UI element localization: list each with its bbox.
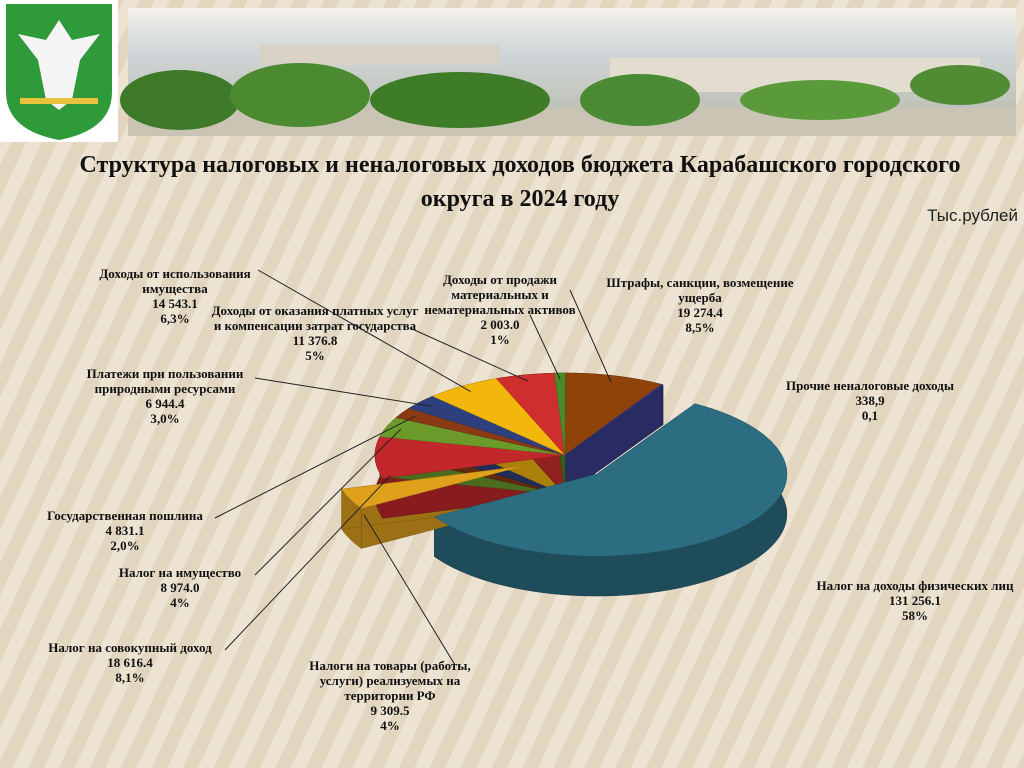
category-name: Налоги на товары (работы, услуги) реализ… [309, 658, 471, 703]
share-label: 4% [170, 595, 190, 610]
category-name: Платежи при пользовании природными ресур… [86, 366, 244, 396]
leader-line [254, 377, 432, 407]
slice [564, 384, 664, 456]
leader-line [569, 289, 612, 383]
category-name: Штрафы, санкции, возмещение ущерба [606, 275, 794, 305]
slice-tops [341, 372, 788, 557]
share-label: 2,0% [110, 538, 140, 553]
share-label: 8,5% [685, 320, 715, 335]
category-name: Государственная пошлина [47, 508, 203, 523]
category-name: Налог на имущество [118, 565, 242, 580]
leader-line [363, 514, 456, 666]
share-label: 4% [380, 718, 400, 733]
slice [433, 403, 788, 557]
share-label: 3,0% [150, 411, 180, 426]
leader-line [257, 269, 471, 392]
leader-line [224, 475, 391, 651]
value-label: 338,9 [855, 393, 885, 408]
slice-label: Доходы от оказания платных услуг и компе… [210, 303, 420, 363]
value-label: 9 309.5 [370, 703, 410, 718]
category-name: Доходы от продажи материальных и нематер… [424, 272, 576, 317]
leader-line [529, 314, 561, 380]
coat-of-arms [0, 0, 118, 142]
unit-label: Тыс.рублей [927, 206, 1018, 225]
share-label: 1% [490, 332, 510, 347]
value-label: 11 376.8 [292, 333, 338, 348]
slice [341, 465, 524, 509]
slice-label: Доходы от продажи материальных и нематер… [410, 272, 590, 347]
chart-title: Структура налоговых и неналоговых доходо… [79, 152, 961, 212]
value-label: 131 256.1 [889, 593, 941, 608]
slice [564, 372, 663, 456]
value-label: 18 616.4 [107, 655, 153, 670]
category-name: Доходы от оказания платных услуг и компе… [211, 303, 419, 333]
share-label: 58% [902, 608, 928, 623]
slice-label: Налог на имущество 8 974.0 4% [100, 565, 260, 610]
category-name: Налог на доходы физических лиц [816, 578, 1014, 593]
slice-label: Налог на совокупный доход 18 616.4 8,1% [30, 640, 230, 685]
value-label: 8 974.0 [160, 580, 200, 595]
leader-line [254, 428, 402, 576]
slice-label: Штрафы, санкции, возмещение ущерба 19 274… [600, 275, 800, 335]
category-name: Прочие неналоговые доходы [785, 378, 955, 393]
slice-label: Налоги на товары (работы, услуги) реализ… [290, 658, 490, 733]
header-photo [120, 8, 1016, 136]
slice-label: Прочие неналоговые доходы 338,9 0,1 [760, 378, 980, 423]
category-name: Доходы от использования имущества [99, 266, 251, 296]
slice-label: Доходы от использования имущества 14 543.… [80, 266, 270, 326]
value-label: 6 944.4 [145, 396, 185, 411]
category-name: Налог на совокупный доход [48, 640, 212, 655]
share-label: 0,1 [861, 408, 879, 423]
value-label: 2 003.0 [480, 317, 520, 332]
value-label: 4 831.1 [105, 523, 145, 538]
share-label: 5% [305, 348, 325, 363]
slice-label: Платежи при пользовании природными ресур… [70, 366, 260, 426]
slice [554, 372, 566, 456]
leader-line [409, 327, 529, 382]
slice-label: Налог на доходы физических лиц 131 256.1 5… [800, 578, 1024, 623]
leader-lines [214, 269, 612, 666]
share-label: 8,1% [115, 670, 145, 685]
share-label: 6,3% [160, 311, 190, 326]
slice [374, 436, 566, 479]
value-label: 19 274.4 [677, 305, 723, 320]
leader-line [214, 415, 416, 519]
slice-label: Государственная пошлина 4 831.1 2,0% [30, 508, 220, 553]
value-label: 14 543.1 [152, 296, 198, 311]
